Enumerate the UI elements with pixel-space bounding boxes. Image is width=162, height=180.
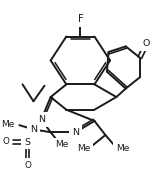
Text: O: O [142,39,150,48]
Text: O: O [24,161,31,170]
Text: O: O [3,137,10,146]
Text: Me: Me [77,144,90,153]
Text: N: N [30,125,37,134]
Text: Me: Me [1,120,14,129]
Text: Me: Me [55,140,68,149]
Text: N: N [38,115,45,124]
Text: Me: Me [116,144,129,153]
Text: S: S [24,138,30,147]
Text: N: N [72,128,79,137]
Text: F: F [77,14,83,24]
